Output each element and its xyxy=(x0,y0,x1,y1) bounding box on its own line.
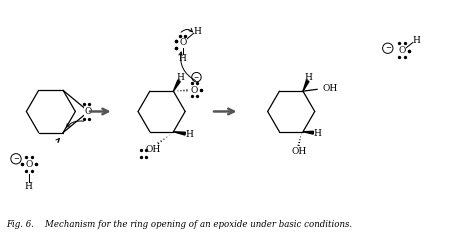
Text: OH: OH xyxy=(323,84,338,93)
Text: H: H xyxy=(176,73,184,82)
Text: Fig. 6.    Mechanism for the ring opening of an epoxide under basic conditions.: Fig. 6. Mechanism for the ring opening o… xyxy=(6,220,352,228)
Text: OH: OH xyxy=(146,145,161,154)
Text: H: H xyxy=(305,73,312,82)
Text: −: − xyxy=(194,75,199,80)
Text: H: H xyxy=(25,182,33,191)
Text: H: H xyxy=(185,130,193,139)
Polygon shape xyxy=(173,80,180,91)
Polygon shape xyxy=(303,80,309,91)
Text: O: O xyxy=(191,86,198,95)
Polygon shape xyxy=(303,131,313,134)
Text: O: O xyxy=(398,46,406,55)
Text: H: H xyxy=(179,54,187,63)
Text: H: H xyxy=(193,27,201,36)
Text: −: − xyxy=(13,156,19,162)
Text: O: O xyxy=(85,107,92,116)
Polygon shape xyxy=(173,132,185,135)
Text: H: H xyxy=(313,129,321,138)
Text: O: O xyxy=(25,160,32,169)
Text: H: H xyxy=(412,36,420,45)
Text: O: O xyxy=(179,38,186,47)
Text: OH: OH xyxy=(292,147,307,156)
Text: −: − xyxy=(385,45,391,51)
